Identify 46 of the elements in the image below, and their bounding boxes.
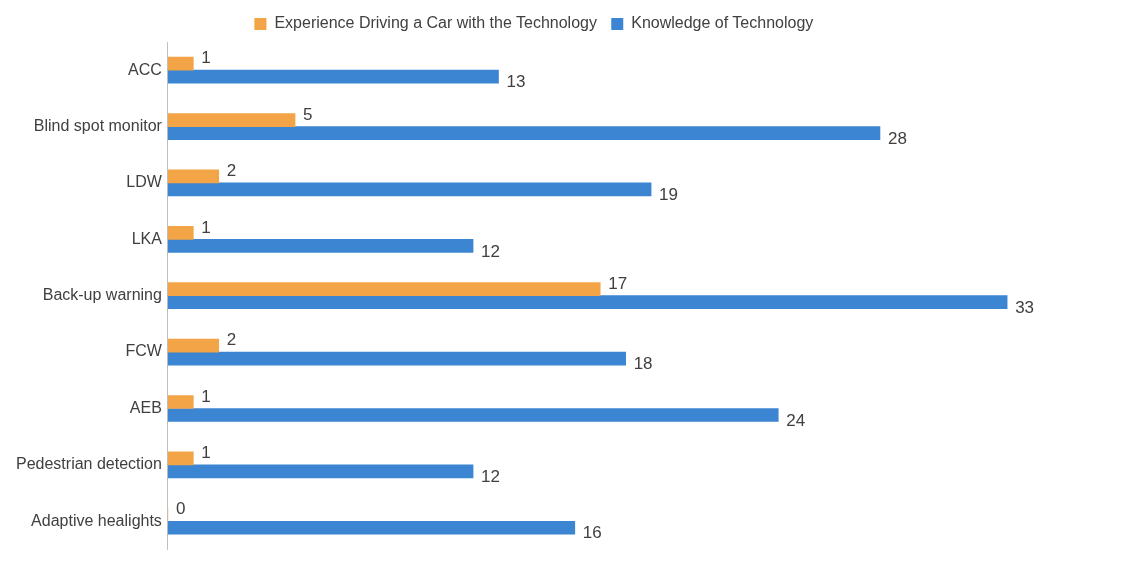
data-label: 0	[175, 499, 186, 519]
bar	[167, 69, 499, 84]
data-label: 1	[201, 217, 211, 237]
y-tick-label: Blind spot monitor	[33, 116, 163, 134]
data-label: 28	[887, 128, 907, 148]
bar	[167, 56, 194, 71]
bar	[167, 451, 194, 466]
data-label: 2	[226, 330, 237, 350]
bar	[167, 169, 220, 184]
bar	[167, 282, 601, 297]
legend-label: Knowledge of Technology	[631, 14, 814, 32]
data-label: 33	[1015, 297, 1035, 317]
bar	[167, 464, 474, 479]
y-tick-label: ACC	[128, 60, 162, 78]
data-label: 1	[201, 386, 211, 406]
bar	[167, 395, 194, 409]
y-tick-label: Pedestrian detection	[16, 455, 162, 473]
data-label: 5	[303, 104, 313, 124]
data-label: 16	[582, 523, 602, 543]
bar	[167, 351, 626, 366]
bar	[167, 238, 474, 253]
y-tick-label: AEB	[129, 398, 162, 416]
data-label: 12	[481, 467, 500, 487]
bar	[167, 225, 194, 240]
bar	[167, 520, 576, 535]
bar	[167, 408, 779, 422]
data-label: 13	[506, 72, 526, 92]
y-tick-label: Back-up warning	[42, 286, 162, 304]
data-label: 12	[481, 241, 500, 261]
bar	[167, 126, 881, 140]
bar	[167, 182, 652, 197]
bar	[167, 113, 296, 127]
bar	[167, 338, 220, 353]
data-label: 2	[226, 161, 237, 181]
data-label: 1	[201, 48, 211, 68]
data-label: 18	[633, 354, 653, 374]
legend-label: Experience Driving a Car with the Technology	[274, 14, 597, 32]
data-label: 1	[201, 443, 211, 463]
bar	[167, 295, 1008, 310]
data-label: 17	[608, 273, 628, 293]
y-tick-label: LKA	[131, 229, 163, 247]
data-label: 24	[786, 410, 806, 430]
data-label: 19	[659, 185, 679, 205]
y-tick-label: Adaptive healights	[31, 511, 162, 529]
y-tick-label: FCW	[125, 342, 163, 360]
y-tick-label: LDW	[126, 173, 163, 191]
